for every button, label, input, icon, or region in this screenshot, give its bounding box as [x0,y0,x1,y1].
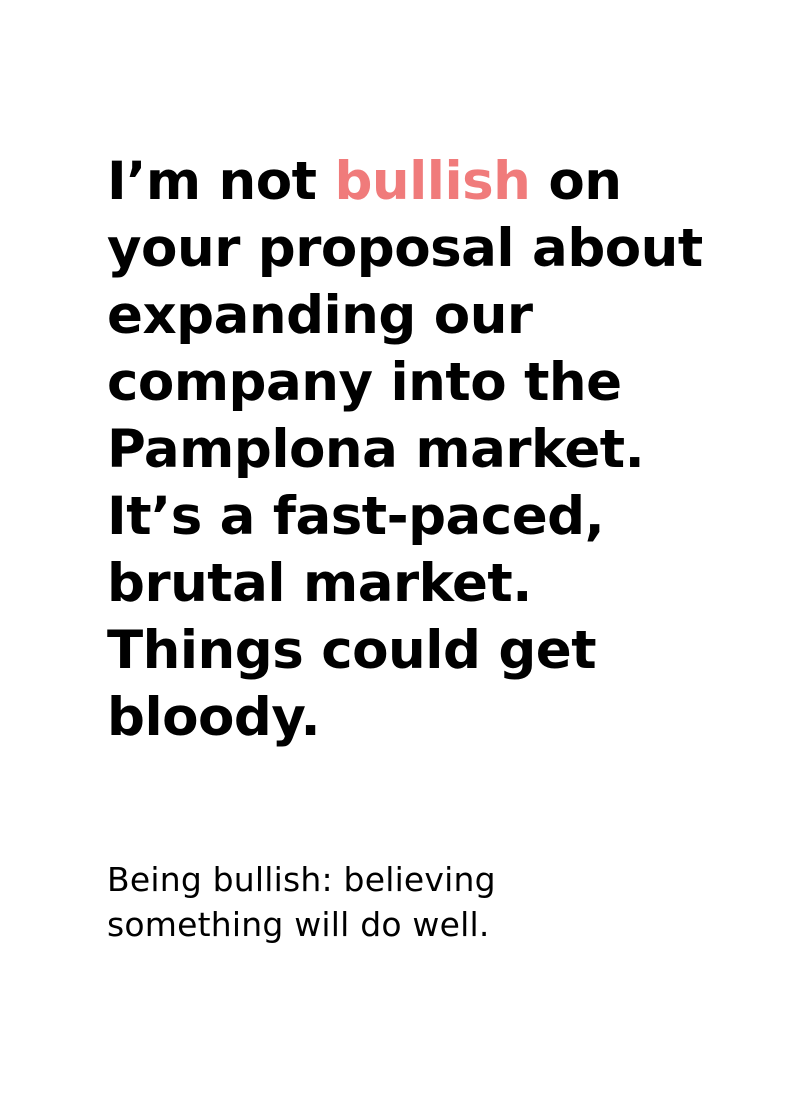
sentence-line-7: brutal market. [107,553,532,614]
sentence-line-4: company into the [107,352,622,413]
sentence-line-5: Pamplona market. [107,419,645,480]
sentence-line-1-after: on [530,151,622,212]
sentence-line-6: It’s a fast-paced, [107,486,605,547]
definition-line-1: Being bullish: believing [107,860,496,899]
sentence-line-8: Things could get [107,620,597,681]
sentence-line-3: expanding our [107,285,533,346]
definition-text: Being bullish: believing something will … [107,857,707,947]
definition-line-2: something will do well. [107,905,490,944]
sentence-line-9: bloody. [107,687,321,748]
sentence-line-2: your proposal about [107,218,703,279]
sentence-line-1-before: I’m not [107,151,335,212]
highlighted-word: bullish [334,151,531,212]
example-sentence: I’m not bullish on your proposal about e… [107,148,747,751]
sentence-line-1: I’m not bullish on [107,148,747,215]
